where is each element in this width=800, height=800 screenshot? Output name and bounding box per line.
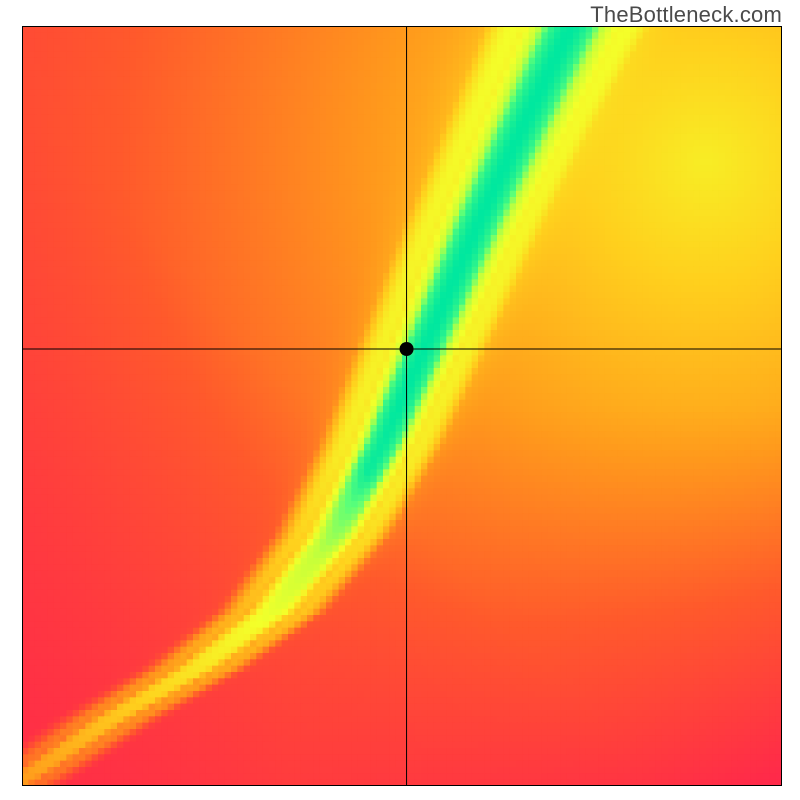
watermark-text: TheBottleneck.com <box>590 2 782 28</box>
heatmap-canvas <box>22 26 782 786</box>
chart-container: TheBottleneck.com <box>0 0 800 800</box>
plot-area <box>22 26 782 786</box>
